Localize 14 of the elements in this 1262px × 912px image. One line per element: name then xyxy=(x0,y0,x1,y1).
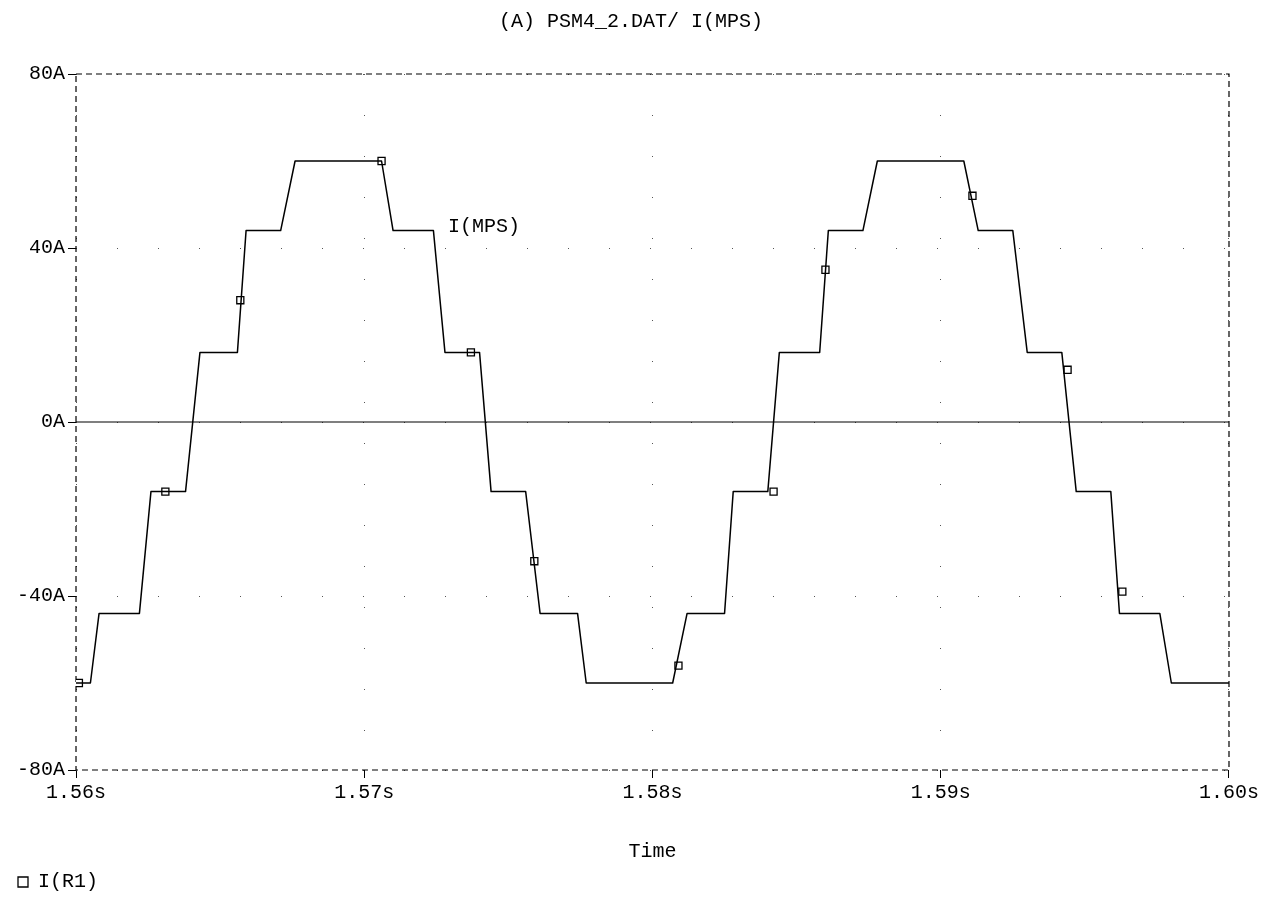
chart-title: (A) PSM4_2.DAT/ I(MPS) xyxy=(498,10,764,34)
x-tick-label: 1.56s xyxy=(46,781,107,805)
x-tick-label: 1.58s xyxy=(622,781,683,805)
y-tick-label: 80A xyxy=(28,62,66,86)
x-tick-label: 1.59s xyxy=(910,781,971,805)
y-tick-label: 0A xyxy=(40,410,66,434)
series-label: I(MPS) xyxy=(448,214,521,238)
x-tick-label: 1.60s xyxy=(1198,781,1259,805)
x-tick-label: 1.57s xyxy=(334,781,395,805)
y-tick-label: 40A xyxy=(28,236,66,260)
x-axis-title: Time xyxy=(628,840,677,864)
y-tick-label: -40A xyxy=(16,584,66,608)
y-tick-label: -80A xyxy=(16,758,66,782)
legend-label: I(R1) xyxy=(38,870,99,894)
